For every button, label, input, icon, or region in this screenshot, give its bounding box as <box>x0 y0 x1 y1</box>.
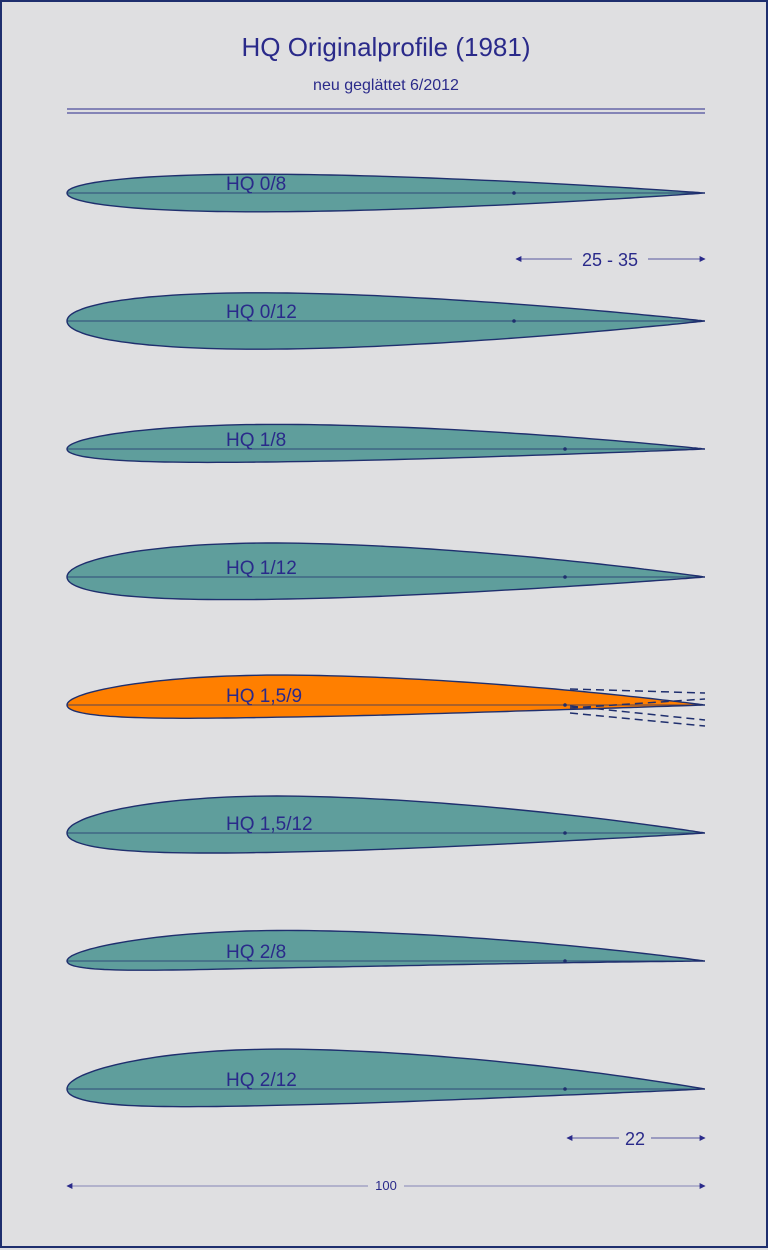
profile-8: HQ 2/12 <box>66 1048 705 1108</box>
flap-down-dashed-outline-lower <box>569 712 706 727</box>
flap-range-dimension: 25 - 35 <box>515 247 706 271</box>
profile-label: HQ 2/12 <box>226 1070 297 1091</box>
profile-label: HQ 1,5/9 <box>226 686 302 707</box>
profile-label: HQ 1,5/12 <box>226 814 313 835</box>
flap-down-dashed-outline-upper <box>569 705 706 721</box>
profile-label: HQ 0/12 <box>226 302 297 323</box>
profile-label: HQ 2/8 <box>226 942 286 963</box>
flap-range-label: 25 - 35 <box>582 250 638 270</box>
profile-label: HQ 1/8 <box>226 430 286 451</box>
flap-depth-label-background <box>619 1126 651 1150</box>
profile-shape <box>66 795 705 854</box>
profile-shape <box>66 674 705 719</box>
flap-range-label-background <box>572 247 648 271</box>
page-subtitle: neu geglättet 6/2012 <box>313 77 459 94</box>
profile-5: HQ 1,5/9 <box>66 674 706 727</box>
flap-depth-label: 22 <box>625 1129 645 1149</box>
flap-up-dashed-outline-upper <box>569 688 706 694</box>
chord-label-background <box>368 1177 404 1195</box>
flap-depth-dimension: 22 <box>566 1126 706 1150</box>
hinge-point <box>512 191 516 195</box>
chord-dimension: 100 <box>66 1177 706 1195</box>
profile-label: HQ 0/8 <box>226 174 286 195</box>
profile-6: HQ 1,5/12 <box>66 795 705 854</box>
hinge-point <box>563 447 567 451</box>
chord-label: 100 <box>375 1178 397 1193</box>
hinge-point <box>563 831 567 835</box>
profile-shape <box>66 542 705 601</box>
profile-7: HQ 2/8 <box>66 929 705 971</box>
flap-up-dashed-outline-lower <box>569 698 706 709</box>
profile-list: HQ 0/8 HQ 0/12 HQ 1/8 HQ 1/12 HQ 1,5/9 HQ 1,5… <box>66 173 706 1108</box>
hinge-point <box>563 575 567 579</box>
hinge-point <box>563 703 567 707</box>
profile-2: HQ 0/12 <box>66 292 705 350</box>
profile-1: HQ 0/8 <box>66 173 705 213</box>
page-title: HQ Originalprofile (1981) <box>241 32 530 62</box>
profile-shape <box>66 1048 705 1108</box>
profile-4: HQ 1/12 <box>66 542 705 601</box>
profile-3: HQ 1/8 <box>66 423 705 464</box>
profile-shape <box>66 423 705 464</box>
hinge-point <box>563 959 567 963</box>
profile-label: HQ 1/12 <box>226 558 297 579</box>
hinge-point <box>563 1087 567 1091</box>
hinge-point <box>512 319 516 323</box>
profile-shape <box>66 929 705 971</box>
